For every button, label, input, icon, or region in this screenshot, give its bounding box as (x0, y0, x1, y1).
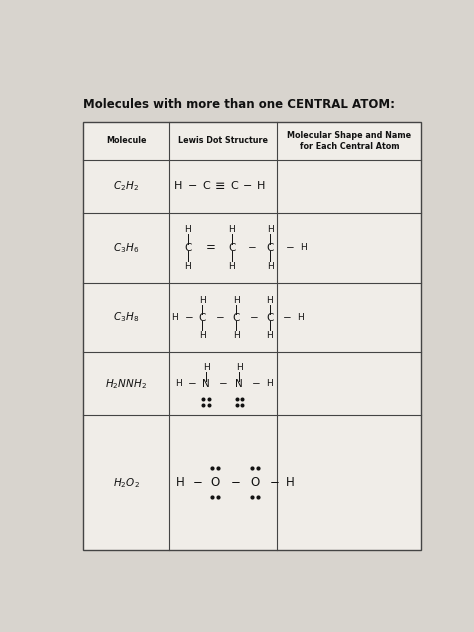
Text: O: O (210, 477, 220, 489)
Text: −: − (286, 243, 295, 253)
Text: −: − (188, 181, 197, 191)
Text: Lewis Dot Structure: Lewis Dot Structure (178, 137, 268, 145)
Text: H: H (199, 331, 206, 339)
Text: −: − (270, 477, 280, 489)
Text: H: H (203, 363, 210, 372)
Text: −: − (247, 243, 256, 253)
Text: H: H (300, 243, 307, 252)
Text: ≡: ≡ (215, 180, 225, 193)
Text: H: H (228, 262, 235, 270)
Text: H: H (267, 262, 273, 270)
Text: H: H (228, 225, 235, 234)
Text: Molecules with more than one CENTRAL ATOM:: Molecules with more than one CENTRAL ATO… (83, 99, 395, 111)
Text: C$_3$H$_6$: C$_3$H$_6$ (113, 241, 139, 255)
Text: C$_2$H$_2$: C$_2$H$_2$ (113, 179, 139, 193)
Text: H: H (266, 296, 273, 305)
Text: H$_2$NNH$_2$: H$_2$NNH$_2$ (105, 377, 147, 391)
Text: C: C (266, 313, 273, 322)
Text: H: H (236, 363, 243, 372)
Text: C: C (184, 243, 191, 253)
Text: −: − (252, 379, 261, 389)
Text: H: H (267, 225, 273, 234)
Text: H: H (257, 181, 265, 191)
Text: H: H (184, 262, 191, 270)
Bar (83, 122, 421, 550)
Text: O: O (250, 477, 260, 489)
Text: N: N (202, 379, 210, 389)
Text: −: − (243, 181, 252, 191)
Text: −: − (184, 313, 193, 322)
Text: H: H (176, 477, 185, 489)
Text: H: H (174, 181, 182, 191)
Text: −: − (216, 313, 224, 322)
Text: C: C (199, 313, 206, 322)
Text: C: C (232, 313, 240, 322)
Text: −: − (283, 313, 292, 322)
Text: −: − (219, 379, 228, 389)
Text: C$_3$H$_8$: C$_3$H$_8$ (113, 311, 139, 324)
Text: C: C (202, 181, 210, 191)
Text: C: C (267, 243, 274, 253)
Text: H: H (266, 331, 273, 339)
Text: −: − (230, 477, 240, 489)
Text: H: H (184, 225, 191, 234)
Text: H: H (175, 379, 182, 389)
Text: Molecule: Molecule (106, 137, 146, 145)
Text: C: C (230, 181, 238, 191)
Text: H: H (233, 296, 239, 305)
Text: H: H (297, 313, 304, 322)
Text: Molecular Shape and Name
for Each Central Atom: Molecular Shape and Name for Each Centra… (287, 131, 411, 151)
Text: −: − (249, 313, 258, 322)
Text: C: C (228, 243, 236, 253)
Text: H: H (285, 477, 294, 489)
Text: H$_2$O$_2$: H$_2$O$_2$ (113, 476, 140, 490)
Text: H: H (233, 331, 239, 339)
Text: N: N (235, 379, 243, 389)
Text: H: H (199, 296, 206, 305)
Text: H: H (266, 379, 273, 389)
Text: H: H (172, 313, 178, 322)
Text: −: − (188, 379, 197, 389)
Text: =: = (206, 241, 215, 254)
Text: −: − (193, 477, 203, 489)
